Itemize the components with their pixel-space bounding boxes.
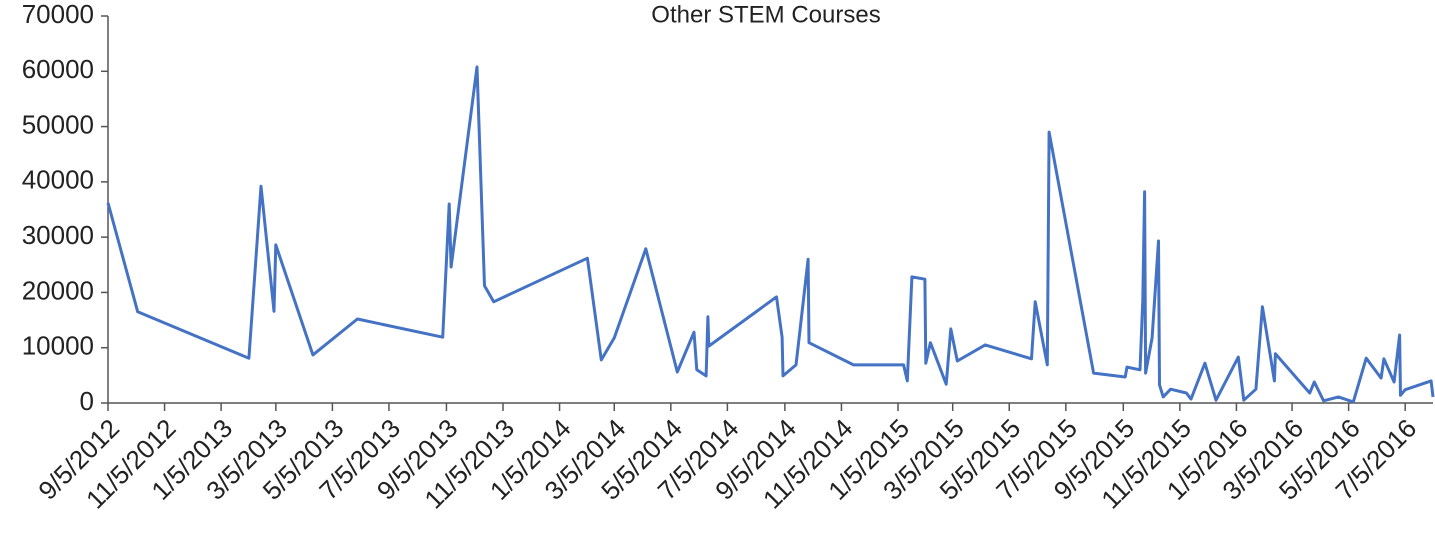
y-tick-label: 10000 [22,331,94,361]
data-line [106,65,1435,404]
y-tick-label: 40000 [22,165,94,195]
y-tick-label: 0 [80,386,94,416]
y-tick-label: 70000 [22,0,94,29]
y-tick-label: 20000 [22,275,94,305]
chart-title: Other STEM Courses [651,1,880,28]
y-tick-label: 60000 [22,54,94,84]
y-tick-label: 30000 [22,220,94,250]
y-tick-label: 50000 [22,109,94,139]
